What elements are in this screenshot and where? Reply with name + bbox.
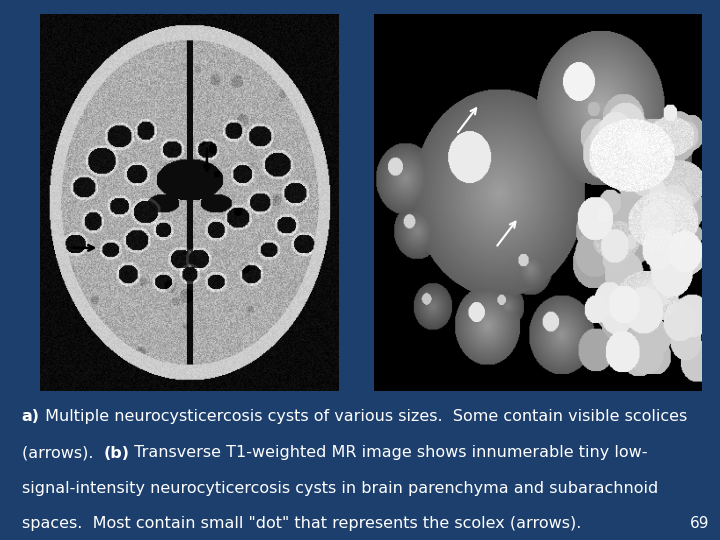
Text: 69: 69 (690, 516, 709, 531)
Text: (b): (b) (104, 446, 130, 461)
Text: Multiple neurocysticercosis cysts of various sizes.  Some contain visible scolic: Multiple neurocysticercosis cysts of var… (40, 409, 687, 424)
Text: Transverse T1-weighted MR image shows innumerable tiny low-: Transverse T1-weighted MR image shows in… (130, 446, 648, 461)
Text: a): a) (22, 409, 40, 424)
Text: (arrows).: (arrows). (22, 446, 104, 461)
Text: signal-intensity neurocyticercosis cysts in brain parenchyma and subarachnoid: signal-intensity neurocyticercosis cysts… (22, 481, 658, 496)
Text: spaces.  Most contain small "dot" that represents the scolex (arrows).: spaces. Most contain small "dot" that re… (22, 516, 581, 531)
